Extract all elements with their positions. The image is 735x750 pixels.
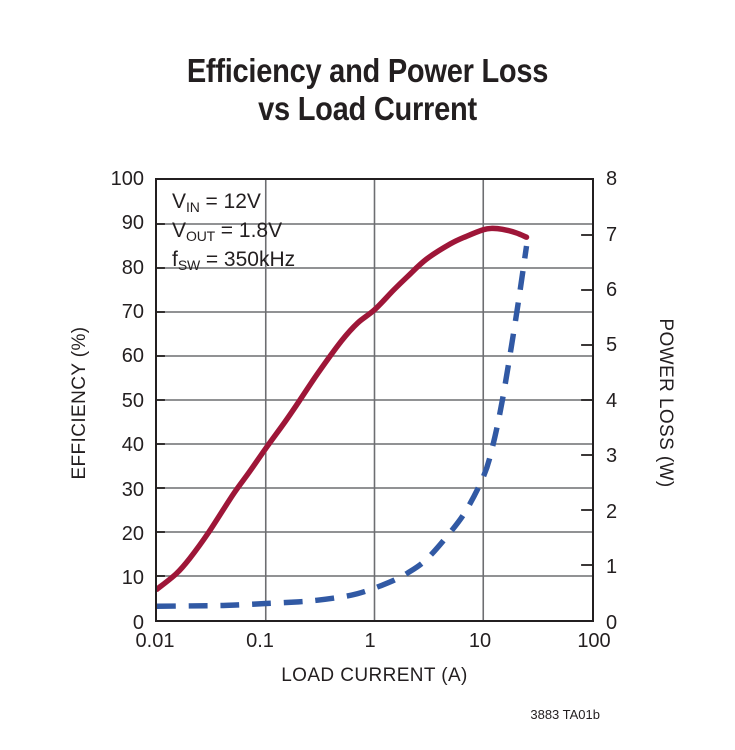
y-right-tick-3: 3 bbox=[606, 445, 618, 467]
page-title: Efficiency and Power Loss vs Load Curren… bbox=[44, 52, 691, 128]
fsw-symbol: f bbox=[172, 248, 178, 271]
y-left-tick-80: 80 bbox=[121, 257, 144, 279]
annotation-fsw: fSW = 350kHz bbox=[172, 246, 295, 275]
left-axis-ticks bbox=[157, 223, 165, 577]
y-right-tick-0: 0 bbox=[606, 612, 618, 634]
x-tick-100: 100 bbox=[577, 630, 611, 652]
y-left-tick-100: 100 bbox=[110, 168, 144, 190]
plot-svg bbox=[157, 180, 592, 620]
x-tick-0-1: 0.1 bbox=[246, 630, 274, 652]
y-left-tick-0: 0 bbox=[132, 612, 144, 634]
x-tick-10: 10 bbox=[468, 630, 492, 652]
plot-area bbox=[155, 178, 594, 622]
fsw-value: = 350kHz bbox=[200, 248, 296, 271]
y-axis-left-title: EFFICIENCY (%) bbox=[69, 326, 90, 480]
y-left-tick-60: 60 bbox=[121, 345, 144, 367]
x-tick-0-01: 0.01 bbox=[135, 630, 175, 652]
x-tick-1: 1 bbox=[364, 630, 376, 652]
y-right-tick-4: 4 bbox=[606, 390, 618, 412]
y-right-tick-6: 6 bbox=[606, 279, 618, 301]
annotation-vout: VOUT = 1.8V bbox=[172, 217, 295, 246]
y-right-tick-1: 1 bbox=[606, 556, 618, 578]
vin-subscript: IN bbox=[186, 199, 200, 215]
annotation-vin: VIN = 12V bbox=[172, 188, 295, 217]
x-axis-title: LOAD CURRENT (A) bbox=[281, 665, 468, 686]
vout-symbol: V bbox=[172, 219, 187, 242]
vin-value: = 12V bbox=[199, 190, 261, 213]
title-line-2: vs Load Current bbox=[258, 90, 477, 127]
fsw-subscript: SW bbox=[177, 257, 200, 273]
right-axis-ticks bbox=[581, 234, 592, 566]
title-line-1: Efficiency and Power Loss bbox=[186, 52, 549, 89]
y-right-tick-8: 8 bbox=[606, 168, 618, 190]
y-right-tick-5: 5 bbox=[606, 334, 618, 356]
y-left-tick-50: 50 bbox=[121, 390, 144, 412]
y-left-tick-40: 40 bbox=[121, 434, 144, 456]
grid-lines bbox=[157, 180, 592, 620]
efficiency-curve bbox=[157, 225, 530, 592]
y-left-tick-70: 70 bbox=[121, 301, 144, 323]
y-axis-right-title: POWER LOSS (W) bbox=[655, 318, 676, 488]
y-left-tick-90: 90 bbox=[121, 212, 144, 234]
y-right-tick-2: 2 bbox=[606, 501, 618, 523]
y-right-tick-7: 7 bbox=[606, 224, 618, 246]
vout-subscript: OUT bbox=[186, 228, 215, 244]
y-left-tick-20: 20 bbox=[121, 523, 144, 545]
power-loss-curve bbox=[157, 245, 530, 609]
figure-id-label: 3883 TA01b bbox=[530, 707, 600, 722]
plot-annotation: VIN = 12V VOUT = 1.8V fSW = 350kHz bbox=[172, 188, 295, 275]
y-left-tick-30: 30 bbox=[121, 479, 144, 501]
vout-value: = 1.8V bbox=[214, 219, 283, 242]
y-left-tick-10: 10 bbox=[121, 567, 144, 589]
vin-symbol: V bbox=[172, 190, 187, 213]
